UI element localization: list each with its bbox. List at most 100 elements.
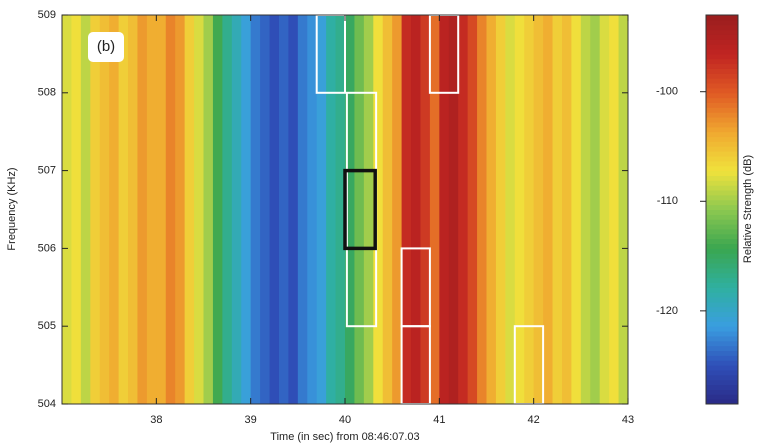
heat-cell (401, 15, 412, 404)
colorbar-step (706, 78, 738, 84)
colorbar-step (706, 24, 738, 31)
highlight-box (343, 168, 377, 251)
colorbar-tick-label: -110 (657, 195, 678, 207)
heat-cell (335, 15, 346, 404)
heat-cell (524, 15, 535, 404)
heat-cell (533, 15, 544, 404)
colorbar-step (706, 160, 738, 167)
colorbar-step (706, 345, 738, 352)
heat-cell (297, 15, 308, 404)
heat-cell (288, 15, 299, 404)
colorbar-step (706, 253, 738, 259)
colorbar-step (706, 335, 738, 342)
heat-cell (599, 15, 610, 404)
colorbar-step (706, 219, 738, 225)
colorbar-step (706, 112, 738, 118)
y-tick-label: 509 (38, 9, 56, 21)
colorbar-step (706, 277, 738, 283)
y-tick-label: 506 (38, 242, 56, 254)
colorbar-step (706, 151, 738, 157)
x-tick-label: 42 (528, 414, 540, 426)
colorbar-step (706, 83, 738, 89)
colorbar-step (706, 87, 738, 94)
heat-cell (552, 15, 563, 404)
heat-cell (571, 15, 582, 404)
heat-cell (278, 15, 289, 404)
heat-cell (477, 15, 487, 404)
colorbar-step (706, 204, 738, 210)
colorbar-step (706, 331, 738, 337)
heat-cell (467, 15, 478, 404)
colorbar-step (706, 379, 738, 386)
annotation-box (88, 32, 124, 62)
heat-cell (382, 15, 393, 404)
x-tick-label: 41 (433, 414, 445, 426)
heat-cell (128, 15, 138, 404)
heat-cell (495, 15, 506, 404)
colorbar-step (706, 102, 738, 108)
colorbar-step (706, 350, 738, 356)
heat-cell (373, 15, 384, 404)
colorbar-step (706, 175, 738, 181)
colorbar-step (706, 214, 738, 220)
heat-cell (118, 15, 129, 404)
colorbar-step (706, 146, 738, 152)
colorbar-step (706, 19, 738, 26)
colorbar-step (706, 34, 738, 40)
heat-cell (156, 15, 167, 404)
y-axis-label: Frequency (KHz) (6, 167, 18, 250)
heat-cell (184, 15, 195, 404)
heat-cell (260, 15, 271, 404)
heat-cell (137, 15, 148, 404)
colorbar-step (706, 369, 738, 376)
heat-cell (618, 15, 629, 404)
heat-cell (146, 15, 157, 404)
colorbar-step (706, 39, 738, 45)
colorbar-step (706, 194, 738, 201)
colorbar-step (706, 73, 738, 79)
colorbar-step (706, 44, 738, 50)
colorbar-step (706, 292, 738, 298)
heat-cell (354, 15, 365, 404)
heat-cell (514, 15, 525, 404)
colorbar-step (706, 180, 738, 186)
colorbar-step (706, 15, 738, 21)
heat-cell (231, 15, 242, 404)
heat-cell (316, 15, 327, 404)
heat-cell (505, 15, 516, 404)
colorbar-step (706, 399, 738, 405)
heat-cell (363, 15, 374, 404)
heat-cell (543, 15, 554, 404)
colorbar-step (706, 272, 738, 279)
colorbar-step (706, 365, 738, 371)
y-tick-label: 505 (38, 320, 56, 332)
colorbar-step (706, 97, 738, 104)
heat-cell (326, 15, 337, 404)
colorbar-step (706, 248, 738, 254)
colorbar-step (706, 136, 738, 142)
colorbar-step (706, 107, 738, 113)
heat-cell (194, 15, 204, 404)
colorbar-step (706, 117, 738, 123)
colorbar-step (706, 287, 738, 293)
annotation: (b) (97, 38, 115, 55)
colorbar-step (706, 224, 738, 230)
colorbar-frame (705, 14, 739, 405)
colorbar-step (706, 297, 738, 303)
colorbar-step (706, 326, 738, 332)
colorbar-step (706, 316, 738, 322)
heat-cell (590, 15, 601, 404)
colorbar-step (706, 267, 738, 274)
heat-cell (175, 15, 186, 404)
x-axis-label: Time (in sec) from 08:46:07.03 (270, 431, 419, 443)
heat-cell (165, 15, 176, 404)
heat-cell (439, 15, 450, 404)
colorbar-step (706, 68, 738, 74)
heat-cell (448, 15, 459, 404)
heat-cell (420, 15, 431, 404)
colorbar-step (706, 262, 738, 269)
colorbar-step (706, 321, 738, 327)
colorbar-tick-label: -120 (656, 305, 678, 317)
heat-cell (429, 15, 440, 404)
